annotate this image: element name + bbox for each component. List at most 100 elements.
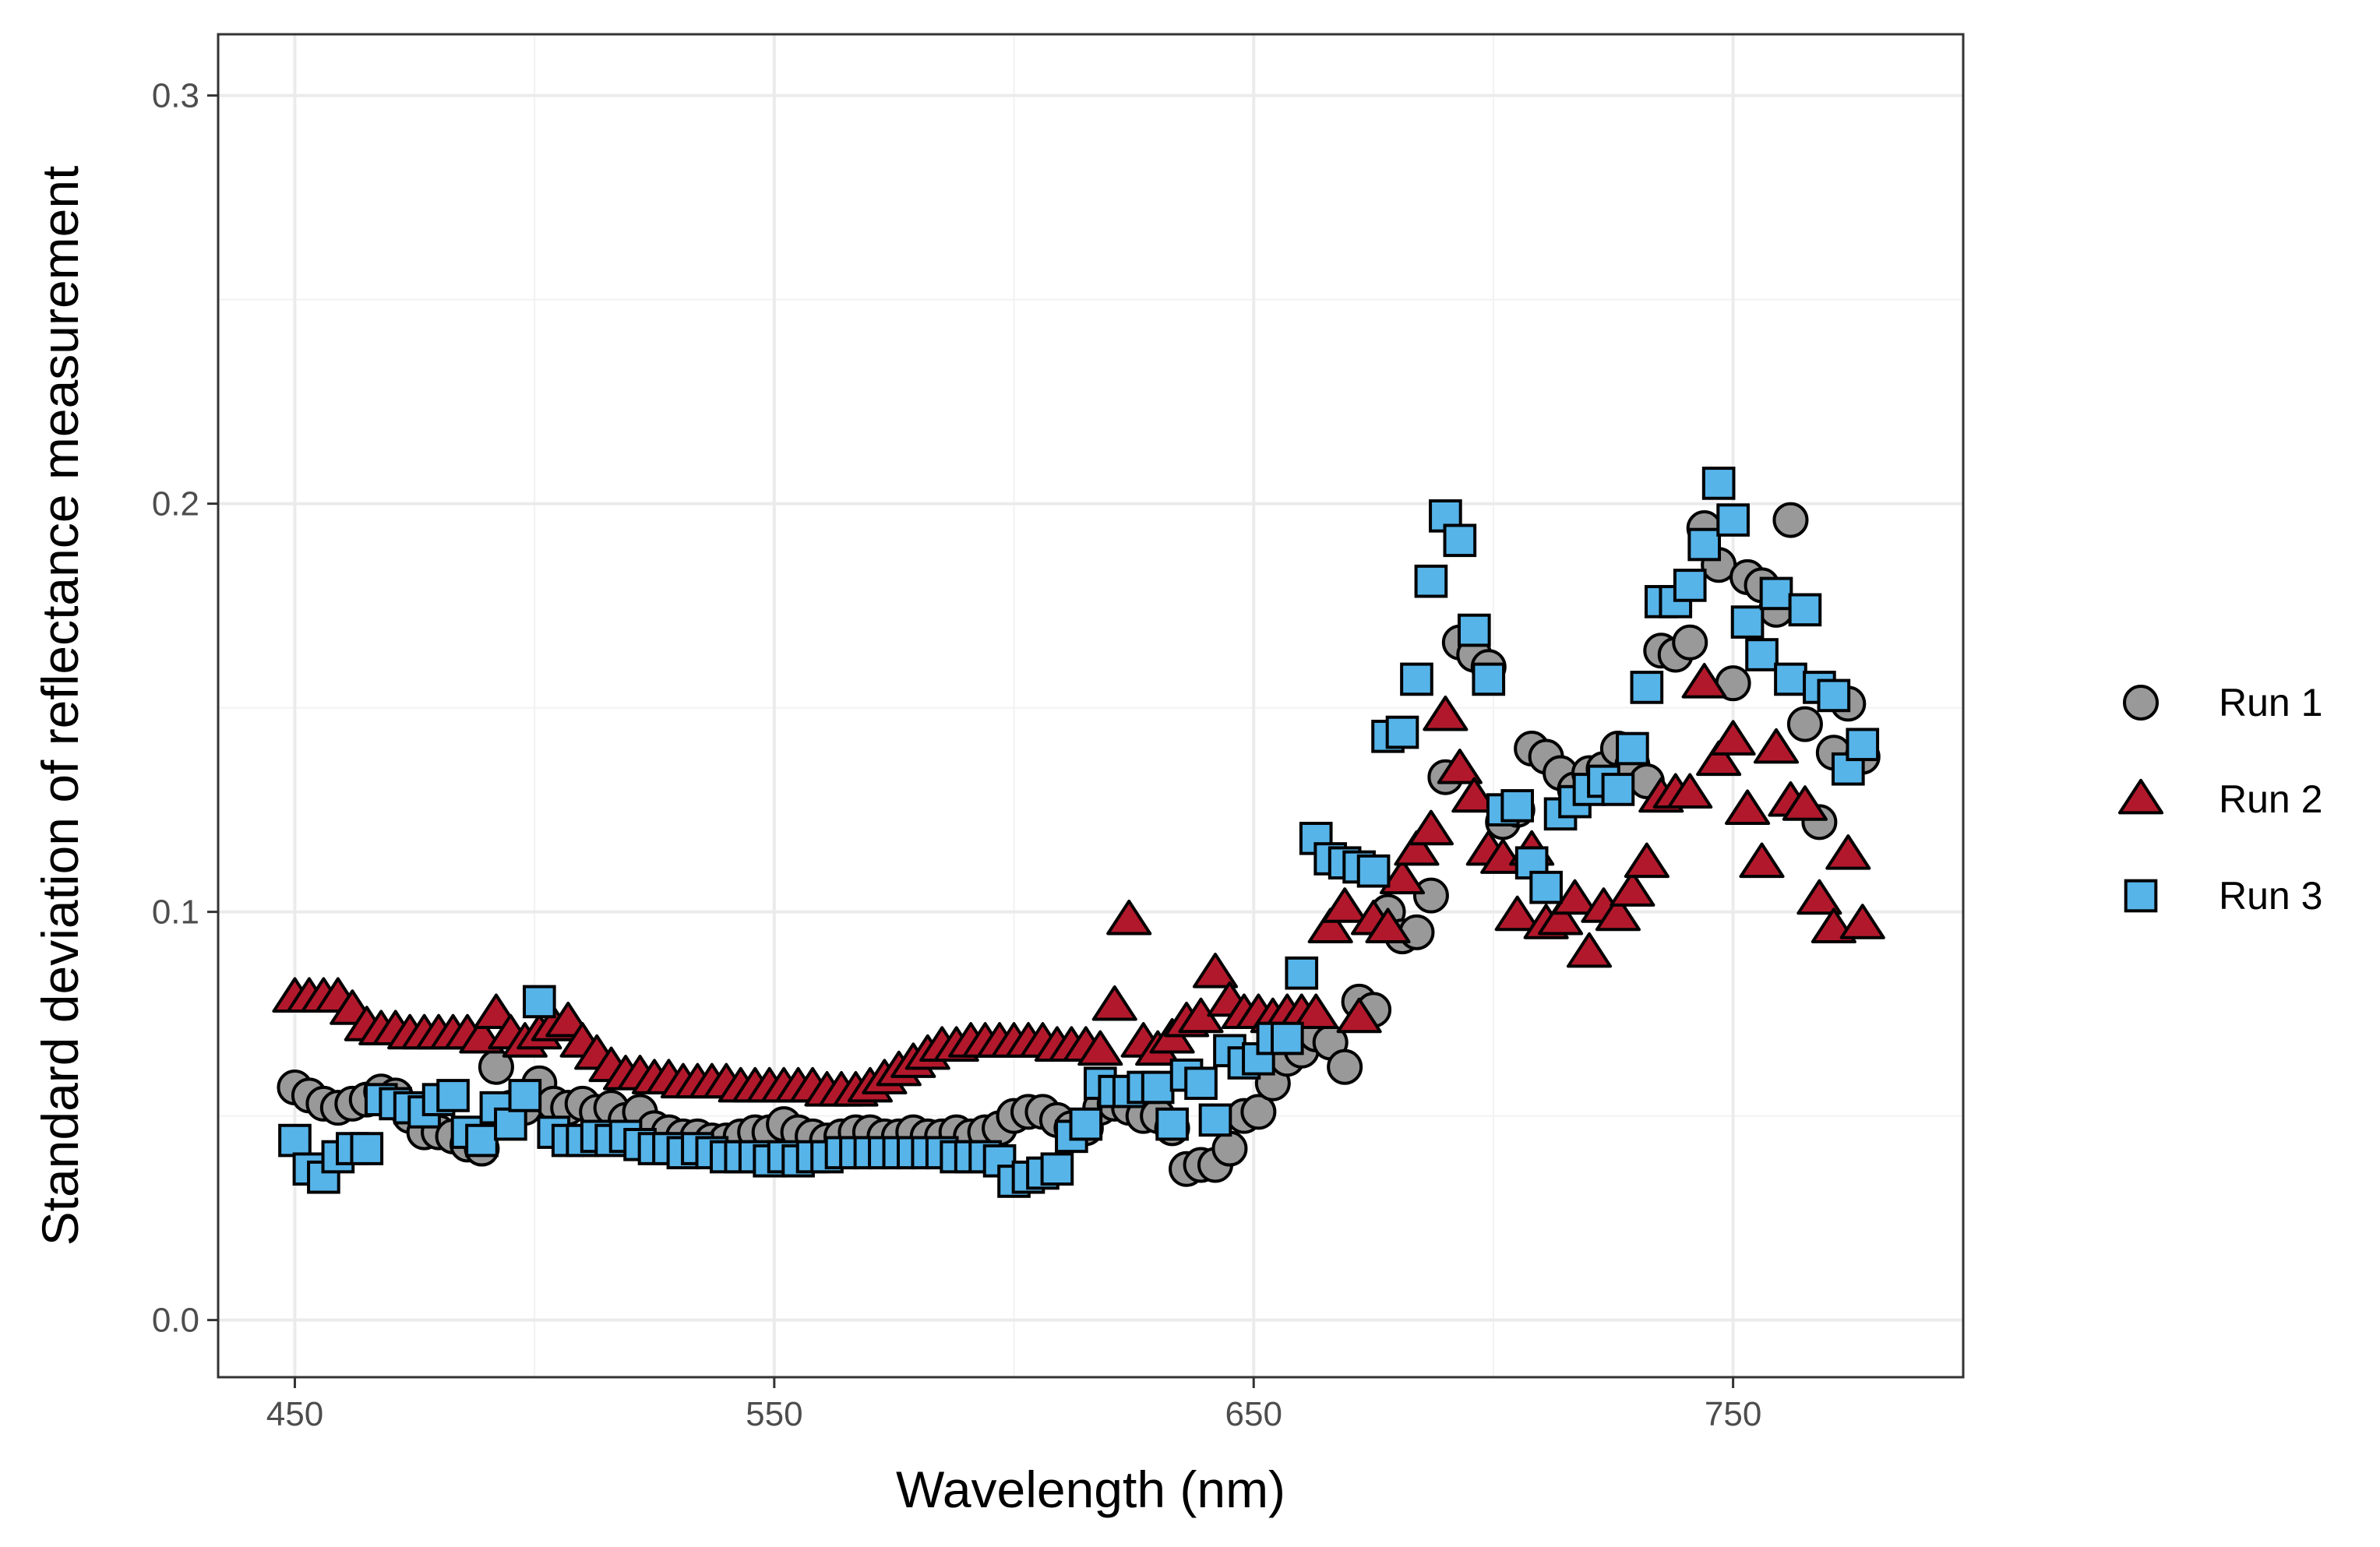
point-circle [1398,914,1435,950]
series-run-3 [278,467,1880,1198]
point-square [1817,678,1851,713]
point-triangle [1667,773,1713,809]
point-square [1198,1103,1232,1137]
point-square [1184,1066,1218,1101]
y-tick-label: 0.1 [152,893,199,932]
point-square [1673,569,1707,602]
point-triangle [1839,904,1885,939]
plot-panel [217,33,1965,1379]
point-square [1414,564,1448,598]
point-square [1069,1107,1103,1141]
point-triangle [1394,830,1440,866]
point-square [1616,731,1649,766]
point-triangle [1336,997,1382,1034]
point-triangle [1379,858,1426,895]
point-triangle [1696,740,1742,777]
point-square [1141,1070,1175,1105]
point-circle [1327,1048,1363,1085]
point-circle [1786,706,1823,742]
legend-key-triangle [2117,778,2164,815]
point-triangle [1423,695,1469,731]
point-triangle [1825,834,1871,870]
y-tick-label: 0.3 [152,77,199,115]
point-triangle [1091,985,1137,1021]
point-square [1846,728,1880,762]
point-square [1601,773,1635,806]
y-axis: 0.0 0.1 0.2 0.3 [152,77,218,1340]
point-triangle [1681,663,1727,699]
point-circle [1672,624,1708,661]
point-square [1687,527,1722,562]
point-triangle [1192,953,1239,988]
point-triangle [1538,899,1584,936]
point-square [436,1079,470,1112]
point-triangle [1610,871,1655,907]
point-triangle [1552,879,1598,915]
y-axis-title: Standard deviation of reflectance measur… [31,166,89,1246]
legend-item-1: Run 1 [2123,681,2322,724]
legend-label: Run 1 [2219,681,2322,724]
point-triangle [1408,809,1454,846]
point-square [1730,605,1765,639]
x-tick-label: 550 [746,1395,802,1433]
point-square [494,1107,527,1141]
point-square [1400,662,1433,696]
y-tick-label: 0.0 [152,1302,199,1340]
point-triangle [1595,895,1641,932]
point-square [1155,1107,1189,1141]
point-triangle [1725,789,1771,826]
y-tick-label: 0.2 [152,485,199,523]
point-circle [1412,877,1449,914]
point-circle [1240,1094,1277,1130]
point-triangle [1307,907,1353,943]
point-square [1529,870,1563,904]
point-triangle [1437,749,1483,784]
x-tick-label: 750 [1705,1395,1761,1433]
legend-key-circle [2123,685,2159,721]
point-triangle [1753,728,1800,764]
x-axis: 450 550 650 750 [266,1377,1761,1433]
point-triangle [1106,899,1152,936]
point-square [1500,789,1535,823]
point-square [1356,854,1391,888]
point-square [278,1123,312,1158]
point-square [1630,671,1664,704]
legend-label: Run 3 [2219,874,2322,918]
point-triangle [1624,842,1670,879]
panel-background [218,34,1963,1377]
legend-key-square [2124,879,2158,913]
series-run-2 [272,663,1885,1107]
x-tick-label: 450 [266,1395,323,1433]
legend-item-3: Run 3 [2124,874,2322,918]
point-triangle [1739,842,1785,879]
legend-label: Run 2 [2219,777,2322,821]
point-square [1285,956,1319,990]
point-circle [1211,1130,1248,1167]
point-square [1759,576,1793,611]
point-triangle [1710,720,1756,756]
point-square [1443,523,1477,558]
point-triangle [1782,785,1828,821]
point-square [508,1079,542,1112]
point-square [1745,638,1779,671]
point-triangle [1566,932,1613,968]
x-tick-label: 650 [1225,1395,1282,1433]
point-square [1701,467,1736,500]
point-triangle [1365,907,1411,943]
point-triangle [1796,879,1842,915]
point-square [1270,1021,1304,1055]
data-points [272,467,1885,1198]
point-triangle [1494,895,1540,932]
point-square [522,985,556,1019]
point-square [465,1123,499,1158]
x-axis-title: Wavelength (nm) [896,1461,1285,1518]
point-triangle [1322,887,1368,923]
point-triangle [1293,993,1339,1030]
point-square [1040,1152,1074,1186]
point-square [1774,662,1807,696]
legend: Run 1 Run 2 Run 3 [2117,681,2322,918]
point-square [350,1132,384,1165]
point-triangle [1451,777,1497,813]
point-circle [1772,502,1809,538]
